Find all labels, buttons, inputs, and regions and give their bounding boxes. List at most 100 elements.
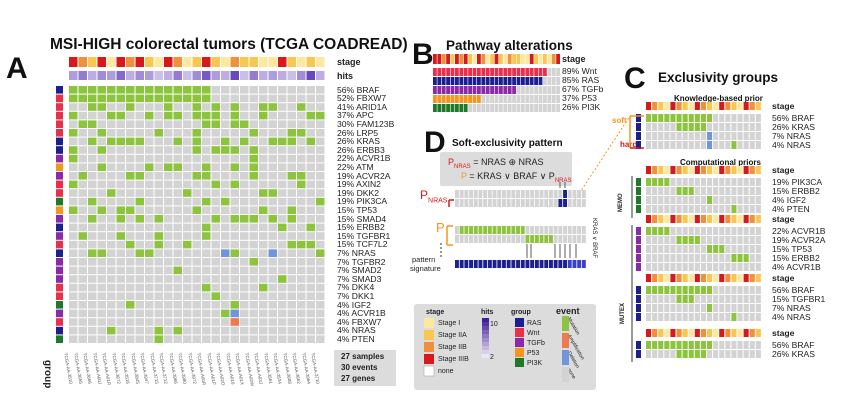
matrix-cell: [316, 189, 325, 197]
c-cell: [737, 313, 743, 321]
matrix-cell: [69, 258, 78, 266]
matrix-cell: [306, 335, 315, 343]
c-cell: [755, 123, 761, 131]
d-nras-cell: [506, 190, 511, 198]
matrix-cell: [287, 111, 296, 120]
matrix-cell: [173, 223, 182, 232]
c-cell: [694, 141, 700, 149]
matrix-cell: [164, 326, 173, 335]
matrix-cell: [316, 154, 325, 163]
b-cell: [494, 68, 499, 76]
c-cell: [755, 245, 761, 253]
matrix-cell: [164, 223, 173, 232]
matrix-cell: [249, 120, 258, 128]
d-p-cell: [464, 235, 469, 243]
hits-cell: [211, 71, 220, 80]
d-p-cell: [478, 226, 483, 234]
c-stage-cell: [731, 329, 737, 337]
matrix-cell: [145, 103, 154, 111]
matrix-cell: [259, 146, 268, 154]
matrix-cell: [278, 197, 287, 206]
matrix-cell: [278, 146, 287, 154]
matrix-cell: [107, 292, 116, 300]
c-cell: [725, 187, 731, 195]
c-cell: [749, 205, 755, 213]
matrix-cell: [249, 172, 258, 180]
matrix-cell: [107, 266, 116, 275]
c-cell: [676, 114, 682, 122]
c-cell: [676, 196, 682, 204]
matrix-cell: [78, 335, 87, 343]
matrix-cell: [183, 249, 192, 257]
matrix-cell: [221, 318, 230, 326]
matrix-cell: [316, 163, 325, 171]
d-p-cell: [558, 226, 563, 234]
matrix-cell: [164, 197, 173, 206]
c-cell: [731, 245, 737, 253]
hits-cell: [268, 71, 277, 80]
matrix-cell: [88, 215, 97, 223]
matrix-cell: [97, 266, 106, 275]
b-cell: [529, 86, 534, 94]
matrix-cell: [287, 292, 296, 300]
panel-b-title: Pathway alterations: [446, 38, 573, 53]
d-p-cell: [469, 235, 473, 243]
c-cell: [694, 123, 700, 131]
matrix-cell: [69, 335, 78, 343]
c-cell: [731, 350, 737, 358]
matrix-cell: [154, 111, 163, 120]
stage-cell: [164, 57, 173, 67]
c-cell: [713, 263, 719, 271]
matrix-cell: [278, 154, 287, 163]
matrix-cell: [145, 94, 154, 103]
matrix-cell: [88, 223, 97, 232]
c-cell: [707, 123, 713, 131]
c-stage-cell: [713, 215, 719, 223]
d-nras-cell: [525, 199, 530, 207]
c-cell: [664, 196, 670, 204]
c-cell: [707, 254, 713, 262]
d-p-cell: [492, 226, 497, 234]
matrix-cell: [249, 283, 258, 292]
b-cell: [499, 95, 503, 103]
d-nras-cell: [478, 190, 483, 198]
c-cell: [652, 196, 658, 204]
c-stage-cell: [694, 329, 700, 337]
gene-label: 22% ACVR1B: [337, 153, 391, 164]
matrix-cell: [126, 154, 135, 163]
matrix-cell: [240, 154, 249, 163]
matrix-cell: [297, 258, 306, 266]
d-nras-cell: [563, 199, 567, 207]
c-stage-cell: [731, 215, 737, 223]
c-cell: [652, 205, 658, 213]
d-p-cell: [506, 235, 511, 243]
matrix-cell: [135, 172, 144, 180]
matrix-cell: [249, 129, 258, 137]
matrix-cell: [240, 197, 249, 206]
b-cell: [556, 68, 560, 76]
b-cell: [481, 86, 486, 94]
group-cell: [56, 318, 63, 326]
matrix-cell: [145, 206, 154, 214]
c-cell: [737, 178, 743, 186]
matrix-cell: [173, 163, 182, 171]
matrix-cell: [135, 266, 144, 275]
c-cell: [670, 187, 676, 195]
stage-cell: [135, 57, 144, 67]
matrix-cell: [173, 172, 182, 180]
matrix-cell: [202, 258, 211, 266]
b-cell: [485, 68, 490, 76]
stage-cell: [88, 57, 97, 67]
legend-hits-swatch: [482, 342, 489, 346]
matrix-cell: [249, 326, 258, 335]
matrix-cell: [192, 86, 201, 94]
b-stage-cell: [446, 54, 450, 64]
matrix-cell: [97, 232, 106, 240]
matrix-cell: [306, 258, 315, 266]
c-stage-cell: [713, 329, 719, 337]
group-cell: [56, 154, 63, 163]
d-p-cell: [553, 226, 558, 234]
c-cell: [755, 254, 761, 262]
matrix-cell: [78, 266, 87, 275]
